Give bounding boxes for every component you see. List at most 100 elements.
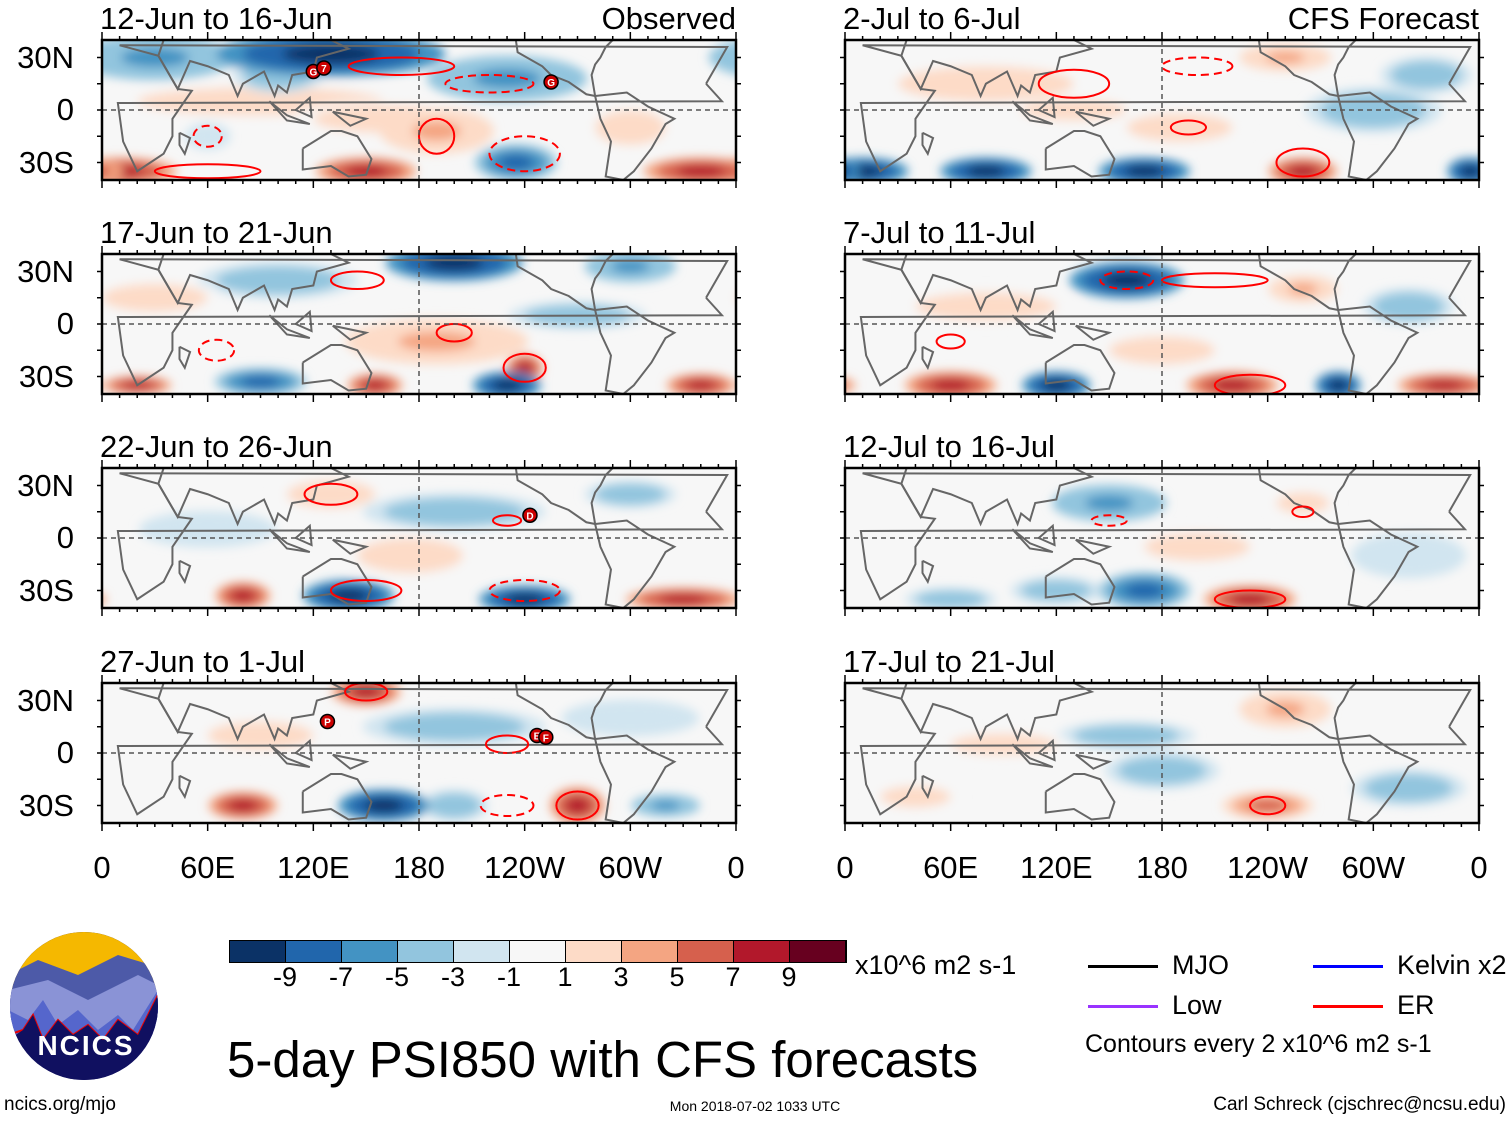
er-contour (1169, 119, 1208, 136)
coastline (859, 258, 1472, 387)
coastline (1075, 753, 1113, 770)
anomaly-blob (1248, 799, 1288, 812)
er-contour (303, 482, 359, 506)
coastline (295, 523, 313, 547)
anomaly-blob (231, 589, 255, 602)
colorbar-tick-label: 9 (781, 962, 797, 992)
anomaly-blob (1505, 61, 1510, 107)
lat-tick-label: 0 (56, 520, 74, 555)
svg-text:D: D (526, 511, 533, 522)
er-contour (1249, 795, 1287, 816)
lon-tick-label: 0 (836, 850, 854, 885)
er-contour (192, 124, 223, 148)
coastline (332, 324, 370, 341)
legend-label: ER (1397, 990, 1435, 1020)
coastline (1495, 259, 1510, 385)
coastline (1257, 40, 1357, 98)
anomaly-blob (1125, 582, 1164, 599)
legend-line-low (1088, 1005, 1158, 1008)
er-contour (488, 135, 561, 173)
anomaly-blob (1389, 298, 1428, 315)
anomaly-blob (1460, 165, 1479, 178)
footer-url[interactable]: ncics.org/mjo (4, 1094, 116, 1115)
anomaly-blob (397, 331, 476, 352)
coastline (594, 734, 677, 823)
coastline (1038, 95, 1056, 119)
anomaly-blob (415, 719, 493, 735)
anomaly-blob (102, 164, 111, 178)
lat-tick-label: 30N (17, 39, 74, 75)
coastline (813, 561, 824, 582)
er-contour (418, 117, 456, 155)
map-panel: D (97, 460, 824, 616)
colorbar-tick-label: 5 (669, 962, 685, 992)
er-contour (555, 790, 600, 821)
anomaly-blob (845, 162, 854, 180)
coastline (921, 774, 935, 800)
panel-date-label: 17-Jun to 21-Jun (100, 215, 333, 250)
anomaly-blob (1168, 539, 1227, 555)
anomaly-blob (610, 117, 650, 138)
lon-tick-label: 120W (1227, 850, 1309, 885)
lat-tick-label: 30N (17, 467, 74, 503)
er-contour (329, 579, 403, 602)
anomaly-blob (757, 61, 827, 89)
coastline (1495, 473, 1510, 599)
anomaly-blob (676, 165, 725, 178)
coastline (1075, 324, 1113, 341)
coastline (116, 44, 729, 173)
anomaly-blob (364, 798, 404, 813)
coastline (859, 472, 1472, 601)
coastline (295, 309, 313, 333)
er-contour (347, 56, 456, 76)
coastline (1011, 100, 1054, 125)
anomaly-blob (244, 272, 313, 288)
coastline (1044, 558, 1116, 606)
colorbar-tick-label: 1 (557, 962, 573, 992)
anomaly-blob (610, 259, 650, 273)
legend-label: Low (1172, 990, 1222, 1020)
anomaly-blob (1230, 593, 1270, 606)
coastline (178, 774, 192, 800)
colorbar-swatch (454, 941, 510, 962)
panel-type-label: Observed (601, 1, 736, 36)
footer-timestamp: Mon 2018-07-02 1033 UTC (669, 1098, 841, 1114)
coastline (116, 687, 729, 816)
anomaly-blob (966, 165, 1006, 178)
coastline (594, 519, 677, 608)
anomaly-blob (1102, 272, 1151, 288)
coastline (157, 468, 352, 527)
anomaly-blob (473, 68, 541, 89)
coastline (301, 344, 373, 392)
er-contour (1090, 514, 1128, 527)
er-contour (491, 514, 523, 527)
colorbar-tick-label: 7 (725, 962, 741, 992)
colorbar-units: x10^6 m2 s-1 (855, 950, 1017, 980)
coastline (1044, 344, 1116, 392)
coastline (594, 91, 677, 180)
panel-date-label: 12-Jun to 16-Jun (100, 1, 333, 36)
anomaly-blob (658, 594, 708, 605)
lon-tick-label: 180 (1136, 850, 1188, 885)
colorbar-tick-label: -7 (328, 962, 354, 992)
anomaly-blob (739, 293, 809, 321)
anomaly-blob (125, 290, 184, 306)
colorbar-swatch (510, 941, 566, 962)
coastline (178, 559, 192, 585)
footer-credit: Carl Schreck (cjschrec@ncsu.edu) (1213, 1094, 1506, 1115)
colorbar-swatch (622, 941, 678, 962)
svg-text:E: E (534, 732, 541, 743)
svg-text:7: 7 (321, 64, 327, 75)
anomaly-blob (845, 168, 846, 174)
anomaly-blob (845, 377, 856, 393)
anomaly-blob (745, 378, 798, 392)
anomaly-blob (601, 710, 660, 726)
lon-tick-label: 60E (180, 850, 236, 885)
panel-type-label: CFS Forecast (1287, 1, 1479, 36)
anomaly-blob (439, 798, 469, 813)
lon-tick-label: 0 (93, 850, 111, 885)
coastline (1075, 110, 1113, 127)
anomaly-blob (775, 377, 845, 395)
ncics-logo: NCICS (10, 932, 158, 1080)
